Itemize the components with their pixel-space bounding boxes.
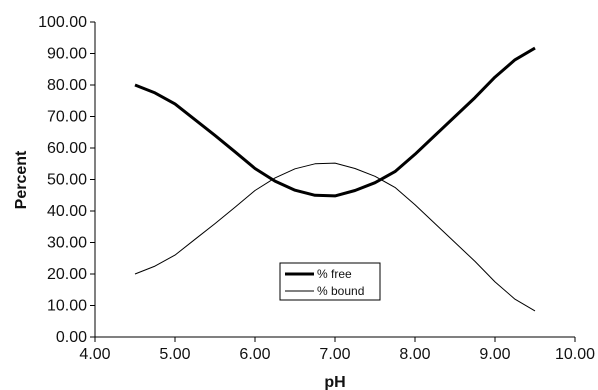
y-axis-title: Percent [13, 150, 30, 209]
x-tick-label: 9.00 [479, 346, 510, 363]
x-tick-label: 4.00 [79, 346, 110, 363]
x-tick-label: 10.00 [555, 346, 595, 363]
legend-label-bound: % bound [317, 284, 364, 298]
y-tick-label: 60.00 [47, 140, 87, 157]
y-tick-label: 10.00 [47, 298, 87, 315]
y-tick-label: 40.00 [47, 203, 87, 220]
series-lines [134, 46, 536, 312]
series-line-free [134, 46, 536, 198]
axis-ticks: 0.00 10.00 20.00 30.00 40.00 50.00 60.00 70.00 8… [38, 14, 595, 363]
series-line-bound [134, 162, 536, 312]
y-tick-label: 90.00 [47, 46, 87, 63]
x-tick-label: 5.00 [159, 346, 190, 363]
y-tick-label: 30.00 [47, 235, 87, 252]
y-tick-label: 20.00 [47, 266, 87, 283]
legend-box [279, 262, 381, 301]
y-tick-label: 70.00 [47, 109, 87, 126]
y-tick-label: 100.00 [38, 14, 87, 31]
x-tick-label: 7.00 [319, 346, 350, 363]
legend-label-free: % free [317, 267, 352, 281]
y-tick-label: 50.00 [47, 172, 87, 189]
x-axis-title: pH [324, 374, 345, 390]
y-tick-label: 0.00 [56, 329, 87, 346]
legend: % free % bound [279, 262, 381, 301]
x-tick-label: 6.00 [239, 346, 270, 363]
y-tick-label: 80.00 [47, 77, 87, 94]
x-tick-label: 8.00 [399, 346, 430, 363]
